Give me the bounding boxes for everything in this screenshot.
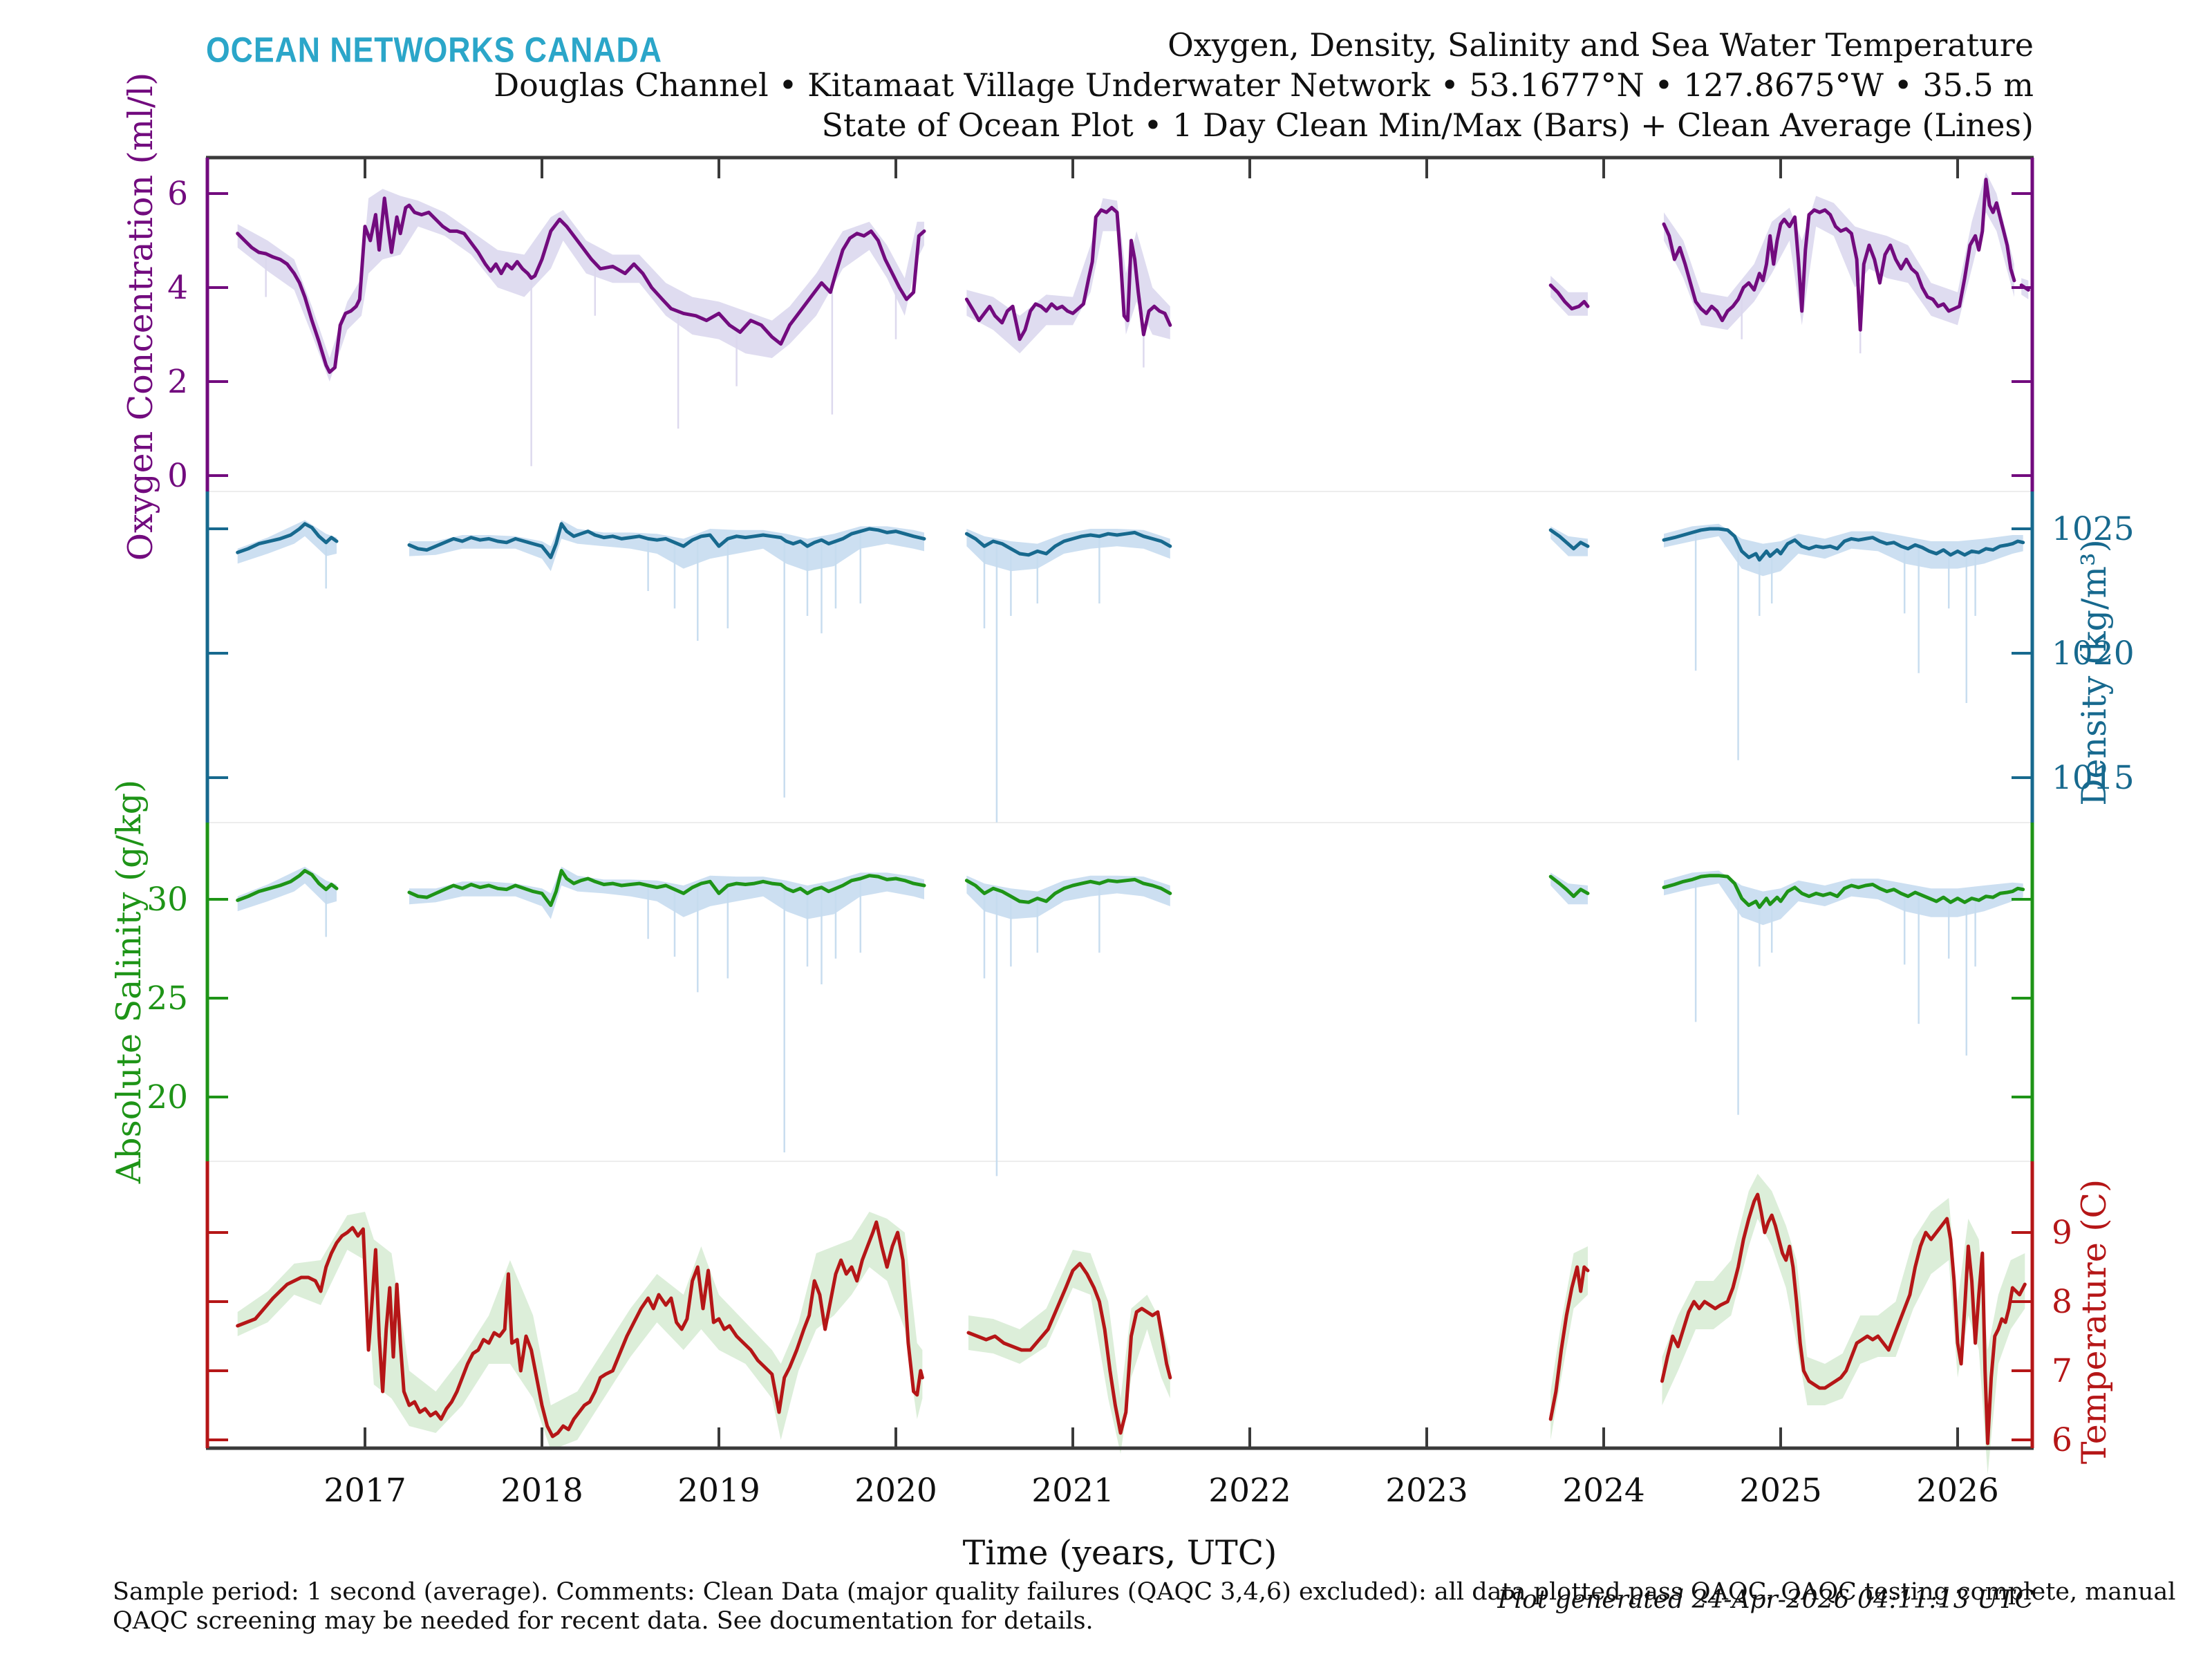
x-tick-label: 2022 (1208, 1472, 1291, 1510)
salinity-minmax-band (1664, 870, 2023, 926)
oxygen-average-line (964, 205, 1172, 341)
x-tick-label: 2024 (1562, 1472, 1645, 1510)
oxygen-minmax-band (237, 189, 924, 382)
temperature-minmax-band (968, 1250, 1170, 1454)
salinity-minmax-band (1550, 872, 1588, 905)
ocean-networks-canada-logo: OCEAN NETWORKS CANADA (206, 30, 662, 70)
chart-subtitle-location: Douglas Channel • Kitamaat Village Under… (494, 66, 2034, 104)
qaqc-footnote-line2: QAQC screening may be needed for recent … (113, 1607, 1094, 1635)
oxygen-tick-label: 6 (167, 175, 188, 213)
temperature-average-line (966, 1262, 1172, 1435)
density-tick-label: 1025 (2052, 510, 2135, 548)
x-tick-label: 2026 (1916, 1472, 1999, 1510)
density-average-line (1662, 527, 2025, 562)
temperature-minmax-band (1550, 1246, 1588, 1440)
salinity-average-line (407, 869, 926, 908)
density-minmax-band (409, 520, 924, 572)
x-tick-label: 2018 (500, 1472, 583, 1510)
x-tick-label: 2025 (1739, 1472, 1822, 1510)
salinity-average-line (236, 869, 339, 902)
temperature-tick-label: 6 (2052, 1421, 2072, 1459)
oxygen-tick-label: 2 (167, 363, 188, 401)
oxygen-minmax-band (966, 198, 1170, 354)
x-tick-label: 2020 (854, 1472, 937, 1510)
x-axis-title: Time (years, UTC) (962, 1533, 1277, 1573)
temperature-minmax-band (1662, 1174, 2025, 1474)
oxygen-average-line (236, 196, 926, 374)
plot-generated-timestamp: Plot generated 24-Apr-2026 04:11:13 UTC (1497, 1586, 2034, 1614)
oxygen-average-line (1548, 283, 1590, 311)
temperature-minmax-band (237, 1212, 923, 1450)
salinity-minmax-band (966, 875, 1170, 919)
oxygen-average-line (1662, 178, 2016, 332)
oxygen-minmax-band (1550, 276, 1588, 316)
x-tick-label: 2019 (677, 1472, 760, 1510)
oxygen-tick-label: 4 (167, 269, 188, 307)
salinity-average-line (1662, 874, 2025, 909)
salinity-tick-label: 20 (147, 1078, 188, 1116)
density-minmax-band (1664, 523, 2023, 577)
density-minmax-band (237, 520, 337, 564)
temperature-average-line (1660, 1192, 2027, 1445)
density-tick-label: 1015 (2052, 759, 2135, 797)
x-tick-label: 2021 (1031, 1472, 1114, 1510)
density-average-line (1548, 528, 1590, 551)
chart-title: Oxygen, Density, Salinity and Sea Water … (1168, 26, 2034, 64)
temperature-tick-label: 8 (2052, 1283, 2072, 1321)
temperature-average-line (236, 1220, 924, 1438)
x-tick-label: 2023 (1385, 1472, 1468, 1510)
salinity-tick-label: 25 (147, 980, 188, 1018)
density-average-line (964, 530, 1172, 557)
salinity-minmax-band (237, 866, 337, 912)
qaqc-footnote-line1: Sample period: 1 second (average). Comme… (113, 1578, 2176, 1606)
density-axis-title: Density (kg/m³) (2074, 539, 2114, 806)
temperature-tick-label: 7 (2052, 1352, 2072, 1390)
x-tick-label: 2017 (324, 1472, 406, 1510)
density-average-line (236, 522, 339, 554)
salinity-axis-title: Absolute Salinity (g/kg) (109, 780, 149, 1184)
salinity-minmax-band (409, 866, 924, 919)
salinity-average-line (964, 877, 1172, 904)
oxygen-tick-label: 0 (167, 457, 188, 495)
density-minmax-band (966, 529, 1170, 572)
salinity-average-line (1548, 874, 1590, 899)
temperature-average-line (1548, 1265, 1590, 1421)
temperature-tick-label: 9 (2052, 1214, 2072, 1252)
qaqc-footnote: Sample period: 1 second (average). Comme… (113, 1577, 2175, 1635)
temperature-axis-title: Temperature (C) (2074, 1179, 2114, 1464)
density-minmax-band (1550, 526, 1588, 556)
oxygen-minmax-band (1664, 172, 2014, 330)
chart-subtitle-plot-type: State of Ocean Plot • 1 Day Clean Min/Ma… (821, 106, 2034, 144)
salinity-tick-label: 30 (147, 881, 188, 919)
density-tick-label: 1020 (2052, 635, 2135, 673)
density-average-line (407, 522, 926, 559)
chart-title-block: Oxygen, Density, Salinity and Sea Water … (494, 25, 2034, 145)
oxygen-axis-title: Oxygen Concentration (ml/l) (121, 73, 160, 561)
